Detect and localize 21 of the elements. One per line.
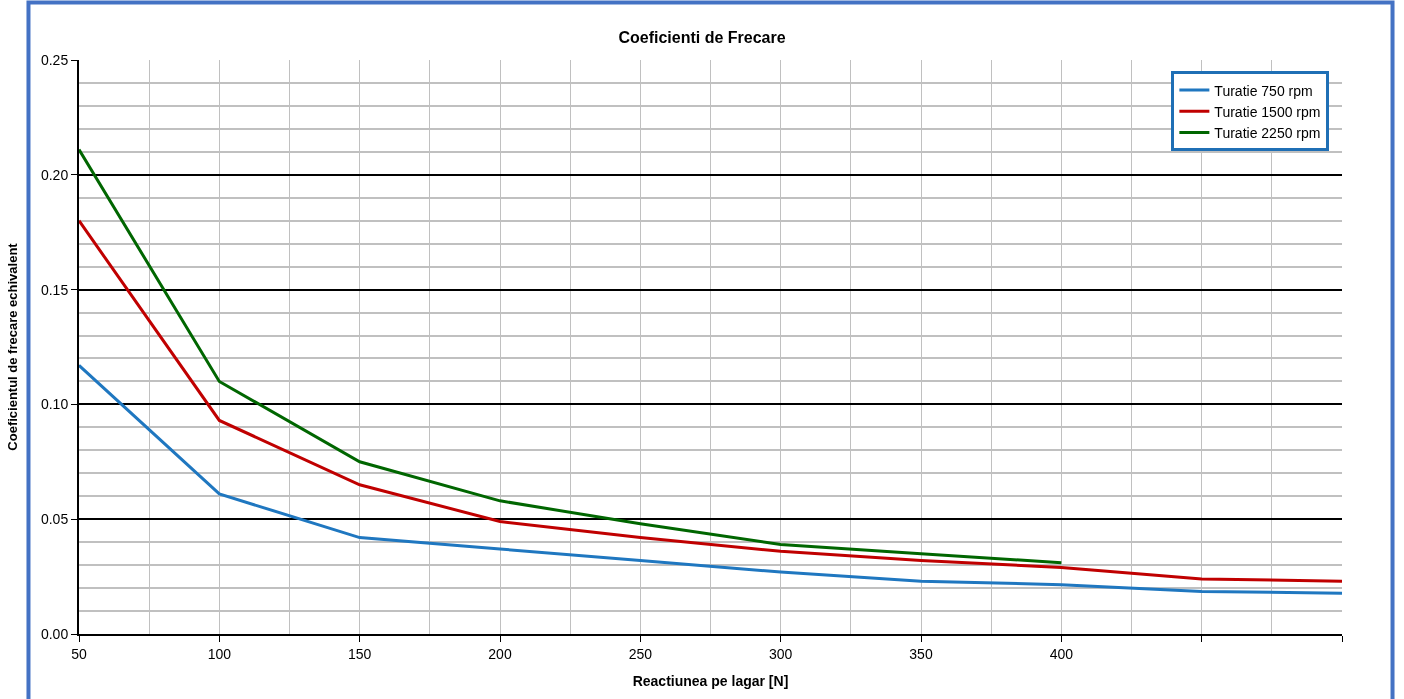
legend-label: Turatie 750 rpm	[1214, 82, 1313, 99]
x-axis-title: Reactiunea pe lagar [N]	[632, 672, 789, 689]
y-tick-label: 0.25	[40, 51, 69, 68]
x-tick-label: 350	[909, 645, 933, 662]
x-tick-label: 100	[207, 645, 232, 662]
line-series	[79, 148, 1063, 565]
legend-label: Turatie 1500 rpm	[1214, 103, 1321, 120]
x-tick-label: 300	[768, 645, 793, 662]
x-tick-label: 150	[347, 645, 372, 662]
x-tick-label: 250	[628, 645, 653, 662]
chart-title: Coeficienti de Frecare	[618, 28, 786, 46]
x-tick-label: 200	[488, 645, 512, 662]
y-tick-label: 0.15	[40, 281, 69, 298]
y-tick-label: 0.20	[40, 166, 69, 183]
y-axis-title: Coeficientul de frecare echivalent	[5, 242, 21, 451]
y-tick-label: 0.10	[40, 396, 69, 413]
y-tick-label: 0.00	[40, 625, 69, 642]
y-tick-label: 0.05	[40, 511, 69, 528]
legend-label: Turatie 2250 rpm	[1214, 124, 1321, 141]
x-tick-label: 400	[1049, 645, 1074, 662]
x-tick-label: 50	[71, 645, 87, 662]
